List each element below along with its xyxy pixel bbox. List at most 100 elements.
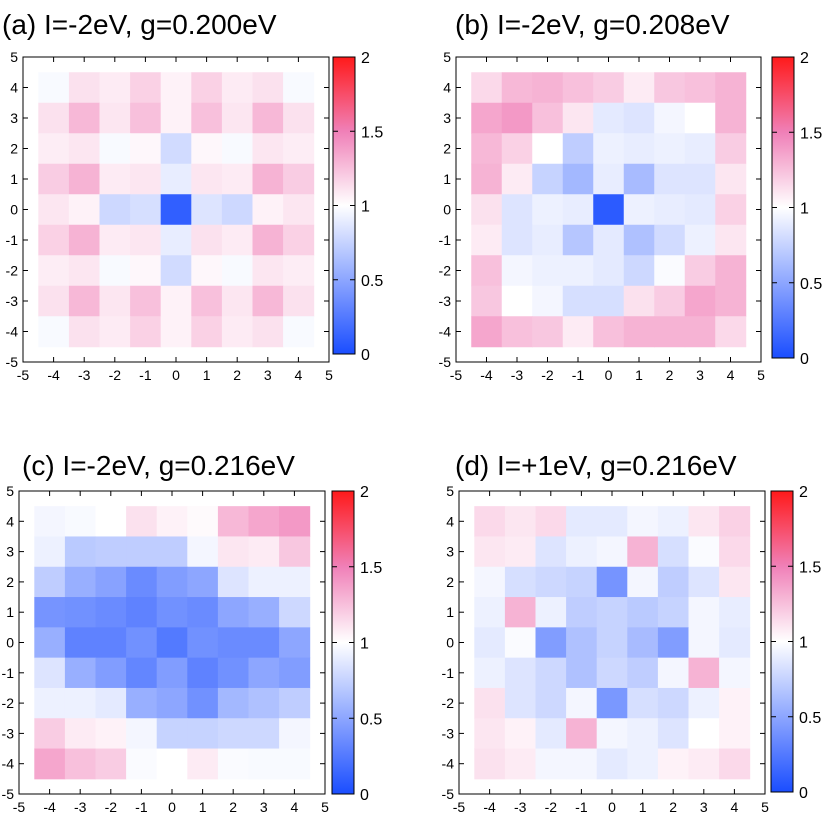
heatmap-cell — [562, 255, 594, 287]
heatmap-cell — [688, 718, 720, 750]
x-tick-label: 1 — [635, 367, 643, 383]
heatmap-cell — [715, 102, 747, 134]
heatmap-cell — [593, 224, 625, 256]
y-tick-label: -4 — [442, 756, 455, 772]
heatmap-cell — [627, 536, 659, 568]
heatmap-cell — [471, 163, 503, 195]
heatmap-cell — [535, 597, 567, 628]
x-tick-label: 1 — [199, 799, 207, 815]
heatmap-cell — [191, 72, 223, 104]
heatmap-cell — [654, 285, 686, 317]
heatmap-cell — [593, 133, 625, 165]
heatmap-cell — [501, 133, 533, 165]
heatmap-cell — [627, 687, 659, 719]
y-tick-label: 0 — [446, 635, 454, 651]
heatmap-cell — [532, 133, 564, 165]
heatmap-cell — [657, 536, 689, 568]
heatmap-cell — [283, 163, 315, 195]
heatmap-cell — [504, 566, 536, 598]
heatmap-cell — [130, 72, 162, 104]
heatmap-cell — [627, 657, 659, 689]
heatmap-cell — [474, 536, 506, 568]
y-tick-label: 2 — [446, 574, 454, 590]
heatmap-cell — [95, 627, 127, 659]
heatmap-cell — [38, 163, 70, 195]
heatmap-cell — [221, 72, 253, 104]
y-tick-label: -5 — [2, 786, 15, 802]
heatmap-cell — [156, 566, 188, 598]
heatmap-cell — [38, 133, 70, 165]
y-tick-label: -3 — [442, 725, 455, 741]
heatmap-cell — [156, 657, 188, 689]
heatmap-cell — [126, 597, 158, 628]
heatmap-cell — [221, 133, 253, 165]
heatmap-cell — [126, 748, 158, 780]
heatmap-cell — [566, 536, 598, 568]
heatmap-cell — [95, 748, 127, 780]
heatmap-cell — [719, 748, 751, 780]
heatmap-cell — [221, 224, 253, 256]
colorbar-tick-label: 1.5 — [800, 125, 822, 142]
heatmap-cell — [688, 687, 720, 719]
heatmap-cell — [654, 194, 686, 226]
heatmap-cell — [99, 163, 131, 195]
heatmap-cell — [593, 285, 625, 317]
heatmap-cell — [562, 224, 594, 256]
heatmap-cell — [279, 627, 311, 659]
heatmap-cell — [217, 536, 249, 568]
y-tick-label: 3 — [443, 110, 451, 126]
colorbar-tick-label: 1.5 — [361, 124, 383, 141]
heatmap-cell — [221, 285, 253, 317]
heatmap-cell — [627, 506, 659, 537]
heatmap-cell — [130, 316, 162, 348]
heatmap-cell — [38, 285, 70, 317]
colorbar-tick-label: 0 — [360, 787, 369, 804]
heatmap-cell — [68, 133, 100, 165]
heatmap-cell — [99, 72, 131, 104]
heatmap-cell — [283, 285, 315, 317]
heatmap-cell — [248, 597, 280, 628]
y-tick-label: 3 — [446, 544, 454, 560]
x-tick-label: 3 — [700, 799, 708, 815]
heatmap-cell — [160, 285, 192, 317]
colorbar-tick-label: 2 — [361, 50, 370, 67]
x-tick-label: -4 — [43, 799, 56, 815]
heatmap-cell — [471, 224, 503, 256]
heatmap-cell — [64, 718, 96, 750]
heatmap-cell — [95, 718, 127, 750]
colorbar-tick-label: 2 — [360, 484, 369, 501]
heatmap-cell — [719, 627, 751, 659]
heatmap-cell — [68, 102, 100, 134]
colorbar-tick-label: 1 — [800, 201, 809, 218]
heatmap-cell — [623, 102, 655, 134]
heatmap-cell — [471, 133, 503, 165]
chart-panel-0: (a) I=-2eV, g=0.200eV -5 -4 -3 -2 -1 0 1 2 3 4 5 5 4 3… — [2, 9, 383, 383]
heatmap-cell — [688, 748, 720, 780]
heatmap-cell — [715, 194, 747, 226]
heatmap-cell — [34, 748, 66, 780]
heatmap-cell — [156, 627, 188, 659]
x-tick-label: -1 — [135, 799, 148, 815]
heatmap-cell — [596, 748, 628, 780]
x-tick-label: -1 — [139, 367, 152, 383]
heatmap-cell — [64, 597, 96, 628]
x-tick-label: -4 — [480, 367, 493, 383]
heatmap-cell — [156, 718, 188, 750]
heatmap-cell — [64, 627, 96, 659]
heatmap-cell — [217, 657, 249, 689]
heatmap-cell — [623, 133, 655, 165]
x-tick-label: -3 — [74, 799, 87, 815]
heatmap-cell — [38, 102, 70, 134]
x-tick-label: -3 — [514, 799, 527, 815]
heatmap-cell — [283, 224, 315, 256]
heatmap-cell — [217, 597, 249, 628]
heatmap-cell — [474, 506, 506, 537]
heatmap-cell — [283, 255, 315, 287]
heatmap-cell — [160, 224, 192, 256]
heatmap-cell — [283, 133, 315, 165]
y-tick-label: 0 — [10, 202, 18, 218]
colorbar-tick-label: 0.5 — [800, 276, 822, 293]
x-tick-label: 2 — [669, 799, 677, 815]
heatmap-cell — [217, 718, 249, 750]
y-tick-label: -3 — [6, 293, 19, 309]
